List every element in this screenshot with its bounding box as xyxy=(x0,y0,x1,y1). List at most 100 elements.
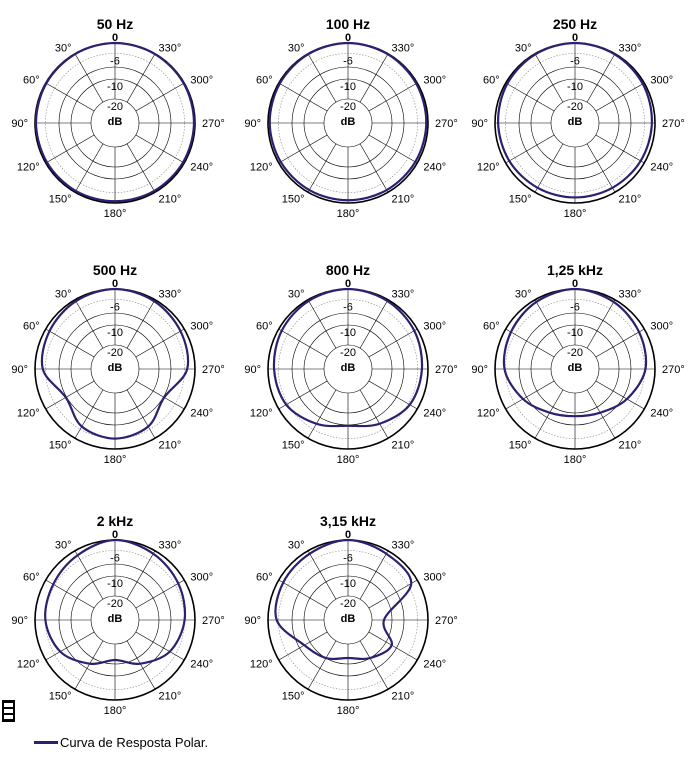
grid-spoke xyxy=(359,53,389,103)
angle-label: 30° xyxy=(288,540,305,552)
grid-spoke xyxy=(359,389,389,439)
angle-label: 330° xyxy=(159,43,182,55)
grid-spoke xyxy=(135,631,185,661)
grid-spoke xyxy=(74,299,104,349)
angle-label: 300° xyxy=(650,321,673,333)
ring-label: -6 xyxy=(110,552,120,564)
ring-label: -10 xyxy=(107,578,123,590)
angle-label: 30° xyxy=(55,540,72,552)
grid-spoke xyxy=(505,82,555,112)
response-curve xyxy=(44,538,187,665)
angle-label: 120° xyxy=(477,162,500,174)
angle-label: 330° xyxy=(619,289,642,301)
grid-spoke xyxy=(278,631,328,661)
angle-label: 240° xyxy=(650,408,673,420)
angle-label: 0 xyxy=(112,278,118,290)
angle-label: 180° xyxy=(564,208,587,220)
grid-spoke xyxy=(534,299,564,349)
angle-label: 120° xyxy=(250,408,273,420)
grid-spoke xyxy=(586,143,616,193)
angle-label: 240° xyxy=(423,162,446,174)
polar-chart-5: 800 Hz0 30° 60° 90° 120° 150° 180° 210° 240° 270°… xyxy=(244,262,457,466)
angle-label: 180° xyxy=(564,454,587,466)
angle-label: 90° xyxy=(11,364,28,376)
angle-label: 120° xyxy=(250,162,273,174)
angle-label: 300° xyxy=(423,321,446,333)
angle-label: 90° xyxy=(244,118,261,130)
grid-spoke xyxy=(595,134,645,164)
angle-label: 330° xyxy=(619,43,642,55)
angle-label: 300° xyxy=(423,75,446,87)
angle-label: 150° xyxy=(509,193,532,205)
angle-label: 0 xyxy=(572,32,578,44)
ring-label: -6 xyxy=(343,301,353,313)
grid-spoke xyxy=(534,143,564,193)
angle-label: 30° xyxy=(55,43,72,55)
legend-label: Curva de Resposta Polar. xyxy=(60,735,209,750)
angle-label: 210° xyxy=(159,193,182,205)
ring-label: -6 xyxy=(110,55,120,67)
angle-label: 60° xyxy=(256,572,273,584)
angle-label: 60° xyxy=(256,75,273,87)
unit-label: dB xyxy=(108,613,123,625)
ring-label: -20 xyxy=(567,347,583,359)
grid-spoke xyxy=(74,143,104,193)
ring-label: -20 xyxy=(567,101,583,113)
grid-spoke xyxy=(135,579,185,609)
ring-label: -6 xyxy=(343,552,353,564)
grid-spoke xyxy=(278,579,328,609)
angle-label: 30° xyxy=(515,289,532,301)
grid-spoke xyxy=(586,389,616,439)
ring-label: -10 xyxy=(567,327,583,339)
angle-label: 60° xyxy=(483,75,500,87)
response-curve xyxy=(274,538,413,661)
ring-label: -20 xyxy=(107,347,123,359)
ring-label: -10 xyxy=(107,327,123,339)
angle-label: 90° xyxy=(244,364,261,376)
grid-spoke xyxy=(135,380,185,410)
unit-label: dB xyxy=(341,116,356,128)
angle-label: 60° xyxy=(23,572,40,584)
angle-label: 150° xyxy=(49,193,72,205)
grid-spoke xyxy=(307,143,337,193)
angle-label: 150° xyxy=(282,439,305,451)
angle-label: 60° xyxy=(256,321,273,333)
dbq-logo-icon xyxy=(2,700,15,722)
chart-title: 2 kHz xyxy=(97,513,134,529)
grid-spoke xyxy=(307,53,337,103)
angle-label: 330° xyxy=(392,43,415,55)
angle-label: 180° xyxy=(337,705,360,717)
angle-label: 120° xyxy=(477,408,500,420)
angle-label: 330° xyxy=(392,289,415,301)
grid-spoke xyxy=(534,53,564,103)
grid-spoke xyxy=(74,640,104,690)
grid-spoke xyxy=(359,640,389,690)
grid-spoke xyxy=(534,389,564,439)
angle-label: 90° xyxy=(244,615,261,627)
angle-label: 180° xyxy=(104,454,127,466)
ring-label: -10 xyxy=(107,81,123,93)
angle-label: 180° xyxy=(337,208,360,220)
grid-spoke xyxy=(45,380,95,410)
grid-spoke xyxy=(74,389,104,439)
angle-label: 240° xyxy=(190,659,213,671)
angle-label: 300° xyxy=(190,75,213,87)
angle-label: 90° xyxy=(11,118,28,130)
grid-spoke xyxy=(74,550,104,600)
polar-chart-2: 100 Hz0 30° 60° 90° 120° 150° 180° 210° 240° 270°… xyxy=(244,16,457,220)
angle-label: 90° xyxy=(471,118,488,130)
response-curve xyxy=(272,287,424,428)
chart-title: 3,15 kHz xyxy=(320,513,376,529)
angle-label: 300° xyxy=(190,321,213,333)
grid-spoke xyxy=(126,640,156,690)
angle-label: 330° xyxy=(159,289,182,301)
grid-spoke xyxy=(368,328,418,358)
angle-label: 210° xyxy=(619,439,642,451)
unit-label: dB xyxy=(341,362,356,374)
ring-label: -6 xyxy=(570,301,580,313)
grid-spoke xyxy=(307,299,337,349)
angle-label: 0 xyxy=(572,278,578,290)
response-curve xyxy=(497,41,653,199)
grid-spoke xyxy=(595,82,645,112)
